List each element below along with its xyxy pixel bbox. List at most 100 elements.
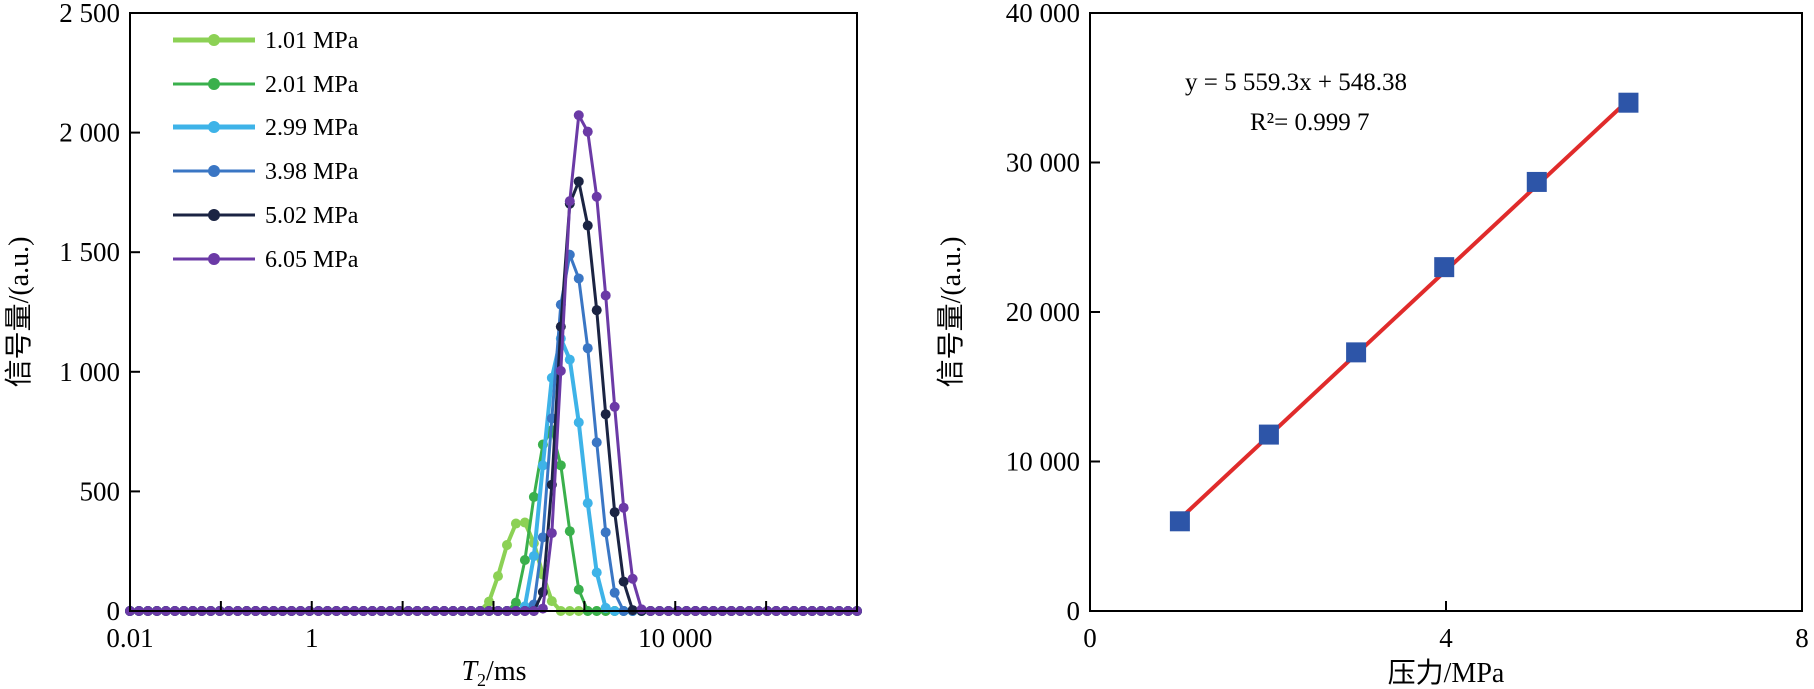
- fit-line: [1178, 98, 1630, 521]
- y-tick-label: 1 000: [59, 357, 120, 387]
- data-point: [1346, 342, 1367, 363]
- series: [125, 176, 862, 616]
- data-point: [537, 532, 548, 543]
- data-point: [627, 573, 638, 584]
- data-point: [573, 584, 584, 595]
- legend-marker: [208, 165, 220, 177]
- legend-marker: [208, 253, 220, 265]
- plot-frame: [1089, 12, 1803, 612]
- r-squared: R²= 0.999 7: [1250, 109, 1370, 136]
- y-tick-label: 2 000: [59, 118, 120, 148]
- data-point: [618, 502, 629, 513]
- y-tick-label: 1 500: [59, 237, 120, 267]
- data-point: [546, 596, 557, 607]
- data-point: [600, 290, 611, 301]
- data-point: [600, 527, 611, 538]
- axis-ticks: 0 500 1 000 1 500 2 000 2 500 0.01 1 10 000: [59, 0, 858, 653]
- y-tick-label: 30 000: [1006, 148, 1080, 178]
- data-point: [519, 555, 530, 566]
- series-group: [125, 110, 862, 616]
- data-point: [573, 417, 584, 428]
- data-point: [492, 571, 503, 582]
- y-axis-title: 信号量/(a.u.): [3, 237, 35, 388]
- data-point: [537, 603, 548, 614]
- x-tick-label: 8: [1795, 623, 1809, 653]
- series-line: [130, 176, 857, 613]
- data-point: [519, 517, 530, 528]
- axis-ticks: 0 10 000 20 000 30 000 40 000 0 4 8: [1006, 0, 1809, 653]
- y-tick-label: 2 500: [59, 0, 120, 28]
- y-tick-label: 0: [107, 596, 121, 626]
- data-point: [591, 191, 602, 202]
- series: [125, 332, 862, 616]
- data-point: [1258, 424, 1279, 445]
- data-point: [609, 401, 620, 412]
- data-point: [1169, 511, 1190, 532]
- data-point: [564, 354, 575, 365]
- data-point: [609, 507, 620, 518]
- y-tick-label: 10 000: [1006, 447, 1080, 477]
- data-point: [1618, 92, 1639, 113]
- data-point: [537, 460, 548, 471]
- data-point: [582, 126, 593, 137]
- data-point: [528, 551, 539, 562]
- x-tick-label: 1: [305, 623, 319, 653]
- series-line: [130, 520, 857, 613]
- data-point: [546, 528, 557, 539]
- x-axis-title-sub: 2: [477, 670, 486, 689]
- data-point: [573, 273, 584, 284]
- data-point: [564, 526, 575, 537]
- x-axis-title-main: T: [461, 656, 479, 687]
- data-point: [1526, 171, 1547, 192]
- data-point: [636, 604, 647, 615]
- series-line: [130, 332, 857, 613]
- legend-item: 6.05 MPa: [173, 247, 359, 273]
- data-point: [582, 343, 593, 354]
- series-line: [130, 249, 857, 613]
- y-axis-title: 信号量/(a.u.): [935, 237, 967, 388]
- plot-frame: [129, 12, 858, 612]
- y-axis-title-text: 信号量/(a.u.): [3, 237, 35, 388]
- data-points: [1169, 92, 1639, 532]
- data-point: [573, 110, 584, 121]
- legend-label: 6.05 MPa: [265, 247, 359, 273]
- x-axis-title: 压力/MPa: [1388, 657, 1505, 689]
- legend-item: 3.98 MPa: [173, 159, 359, 185]
- data-point: [555, 365, 566, 376]
- t2-distribution-chart: 0 500 1 000 1 500 2 000 2 500 0.01 1 10 000 1.01…: [3, 0, 862, 689]
- y-tick-label: 20 000: [1006, 297, 1080, 327]
- legend-item: 2.01 MPa: [173, 72, 359, 98]
- data-point: [1434, 257, 1455, 278]
- legend-item: 2.99 MPa: [173, 115, 359, 141]
- legend-label: 5.02 MPa: [265, 203, 359, 229]
- x-tick-label: 10 000: [638, 623, 712, 653]
- fit-equation: y = 5 559.3x + 548.38: [1185, 69, 1407, 96]
- data-point: [591, 305, 602, 316]
- y-tick-label: 40 000: [1006, 0, 1080, 28]
- legend-marker: [208, 34, 220, 46]
- series: [125, 110, 862, 616]
- data-point: [591, 567, 602, 578]
- x-tick-label: 4: [1439, 623, 1453, 653]
- x-tick-label: 0.01: [106, 623, 153, 653]
- data-point: [618, 576, 629, 587]
- y-tick-label: 0: [1067, 596, 1081, 626]
- legend-marker: [208, 78, 220, 90]
- legend-label: 1.01 MPa: [265, 28, 359, 54]
- data-point: [573, 176, 584, 187]
- x-tick-label: 0: [1083, 623, 1097, 653]
- legend-label: 2.99 MPa: [265, 115, 359, 141]
- y-tick-label: 500: [80, 476, 121, 506]
- data-point: [582, 220, 593, 231]
- data-point: [510, 518, 521, 529]
- data-point: [609, 587, 620, 598]
- data-point: [555, 460, 566, 471]
- data-point: [501, 540, 512, 551]
- y-axis-title-text: 信号量/(a.u.): [935, 237, 967, 388]
- legend-label: 3.98 MPa: [265, 159, 359, 185]
- legend-item: 5.02 MPa: [173, 203, 359, 229]
- data-point: [528, 491, 539, 502]
- data-point: [591, 437, 602, 448]
- legend-marker: [208, 121, 220, 133]
